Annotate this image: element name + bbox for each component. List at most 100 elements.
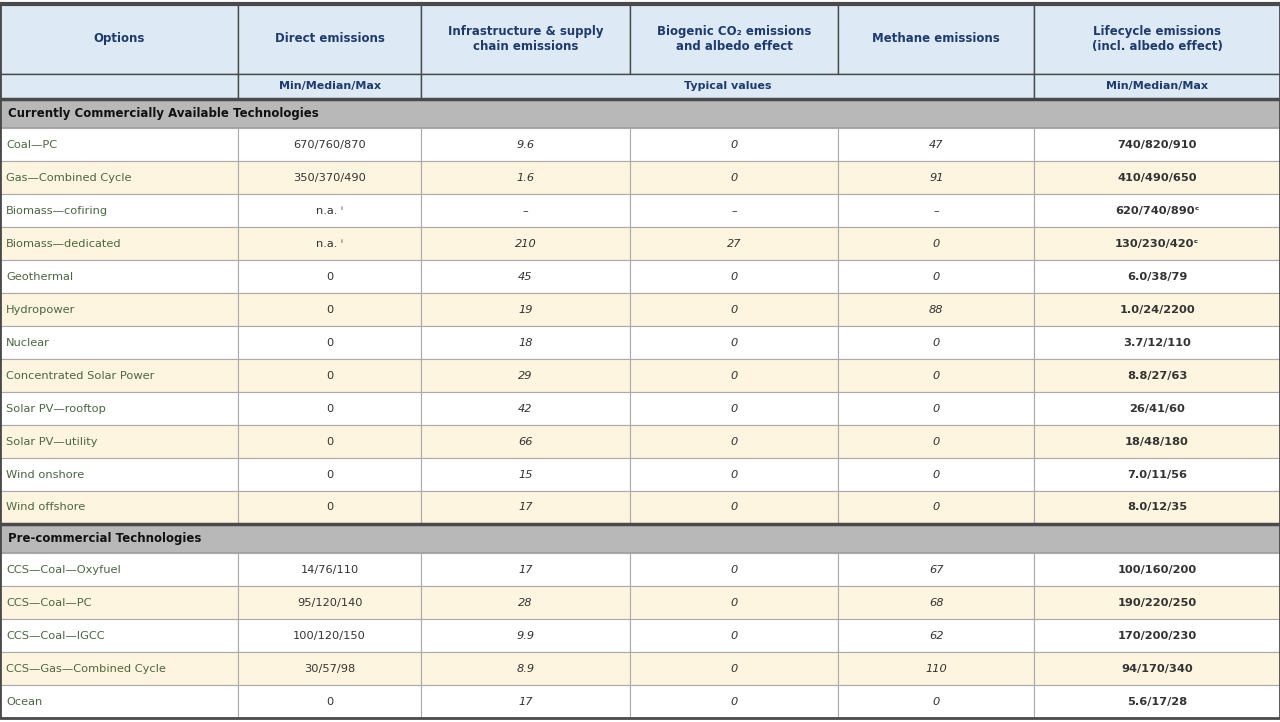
Text: 9.9: 9.9: [516, 630, 535, 640]
Bar: [238, 392, 421, 425]
Bar: [0, 161, 238, 194]
Bar: [238, 685, 421, 718]
Bar: [0, 4, 238, 74]
Text: 0: 0: [933, 437, 940, 446]
Text: Biomass—cofiring: Biomass—cofiring: [6, 206, 108, 216]
Bar: [421, 161, 630, 194]
Bar: [838, 458, 1034, 491]
Text: 28: 28: [518, 598, 532, 607]
Bar: [838, 491, 1034, 524]
Text: 0: 0: [326, 305, 333, 315]
Text: 1.6: 1.6: [516, 173, 535, 183]
Text: –: –: [522, 206, 529, 216]
Bar: [0, 458, 238, 491]
Text: Gas—Combined Cycle: Gas—Combined Cycle: [6, 173, 132, 183]
Text: Min/Median/Max: Min/Median/Max: [279, 82, 380, 92]
Bar: [630, 586, 838, 619]
Bar: [0, 491, 238, 524]
Text: 5.6/17/28: 5.6/17/28: [1128, 697, 1187, 707]
Bar: [0, 586, 238, 619]
Bar: [838, 619, 1034, 652]
Bar: [838, 652, 1034, 685]
Text: 0: 0: [731, 271, 737, 282]
Text: 26/41/60: 26/41/60: [1129, 404, 1185, 414]
Text: 94/170/340: 94/170/340: [1121, 664, 1193, 674]
Text: 27: 27: [727, 238, 741, 248]
Bar: [838, 194, 1034, 227]
Bar: [630, 652, 838, 685]
Bar: [1034, 458, 1280, 491]
Text: 0: 0: [731, 697, 737, 707]
Text: 62: 62: [929, 630, 943, 640]
Text: Biogenic CO₂ emissions
and albedo effect: Biogenic CO₂ emissions and albedo effect: [657, 25, 812, 53]
Bar: [421, 74, 1034, 99]
Bar: [630, 685, 838, 718]
Text: 620/740/890ᶜ: 620/740/890ᶜ: [1115, 206, 1199, 216]
Text: 42: 42: [518, 404, 532, 414]
Text: 0: 0: [933, 503, 940, 513]
Bar: [838, 129, 1034, 161]
Text: n.a. ⁱ: n.a. ⁱ: [316, 238, 343, 248]
Text: 0: 0: [933, 469, 940, 479]
Text: 66: 66: [518, 437, 532, 446]
Text: 0: 0: [326, 370, 333, 380]
Text: 0: 0: [731, 139, 737, 149]
Text: Hydropower: Hydropower: [6, 305, 76, 315]
Text: Biomass—dedicated: Biomass—dedicated: [6, 238, 122, 248]
Text: 30/57/98: 30/57/98: [303, 664, 356, 674]
Bar: [421, 586, 630, 619]
Bar: [0, 652, 238, 685]
Bar: [838, 161, 1034, 194]
Text: 350/370/490: 350/370/490: [293, 173, 366, 183]
Text: 0: 0: [731, 173, 737, 183]
Bar: [630, 491, 838, 524]
Text: –: –: [731, 206, 737, 216]
Bar: [1034, 491, 1280, 524]
Bar: [238, 4, 421, 74]
Text: 68: 68: [929, 598, 943, 607]
Bar: [630, 129, 838, 161]
Text: 0: 0: [731, 565, 737, 575]
Text: 95/120/140: 95/120/140: [297, 598, 362, 607]
Text: 0: 0: [731, 370, 737, 380]
Text: 0: 0: [933, 370, 940, 380]
Text: 130/230/420ᶜ: 130/230/420ᶜ: [1115, 238, 1199, 248]
Text: Typical values: Typical values: [684, 82, 772, 92]
Bar: [630, 619, 838, 652]
Bar: [1034, 553, 1280, 586]
Bar: [421, 491, 630, 524]
Text: 67: 67: [929, 565, 943, 575]
Text: Coal—PC: Coal—PC: [6, 139, 58, 149]
Text: 100/120/150: 100/120/150: [293, 630, 366, 640]
Bar: [630, 293, 838, 326]
Text: 740/820/910: 740/820/910: [1117, 139, 1197, 149]
Bar: [421, 129, 630, 161]
Bar: [421, 458, 630, 491]
Text: 0: 0: [731, 469, 737, 479]
Text: 0: 0: [933, 404, 940, 414]
Text: n.a. ⁱ: n.a. ⁱ: [316, 206, 343, 216]
Bar: [421, 685, 630, 718]
Text: Options: Options: [93, 32, 145, 45]
Bar: [238, 129, 421, 161]
Text: 0: 0: [326, 404, 333, 414]
Text: 29: 29: [518, 370, 532, 380]
Text: 3.7/12/110: 3.7/12/110: [1123, 338, 1192, 347]
Bar: [838, 553, 1034, 586]
Bar: [630, 458, 838, 491]
Text: Min/Median/Max: Min/Median/Max: [1106, 82, 1208, 92]
Bar: [1034, 4, 1280, 74]
Bar: [0, 326, 238, 359]
Bar: [0, 194, 238, 227]
Text: 19: 19: [518, 305, 532, 315]
Bar: [838, 326, 1034, 359]
Bar: [1034, 74, 1280, 99]
Text: 0: 0: [933, 238, 940, 248]
Text: Concentrated Solar Power: Concentrated Solar Power: [6, 370, 155, 380]
Text: 1.0/24/2200: 1.0/24/2200: [1119, 305, 1196, 315]
Bar: [630, 392, 838, 425]
Bar: [421, 652, 630, 685]
Text: –: –: [933, 206, 940, 216]
Text: 0: 0: [731, 598, 737, 607]
Bar: [238, 74, 421, 99]
